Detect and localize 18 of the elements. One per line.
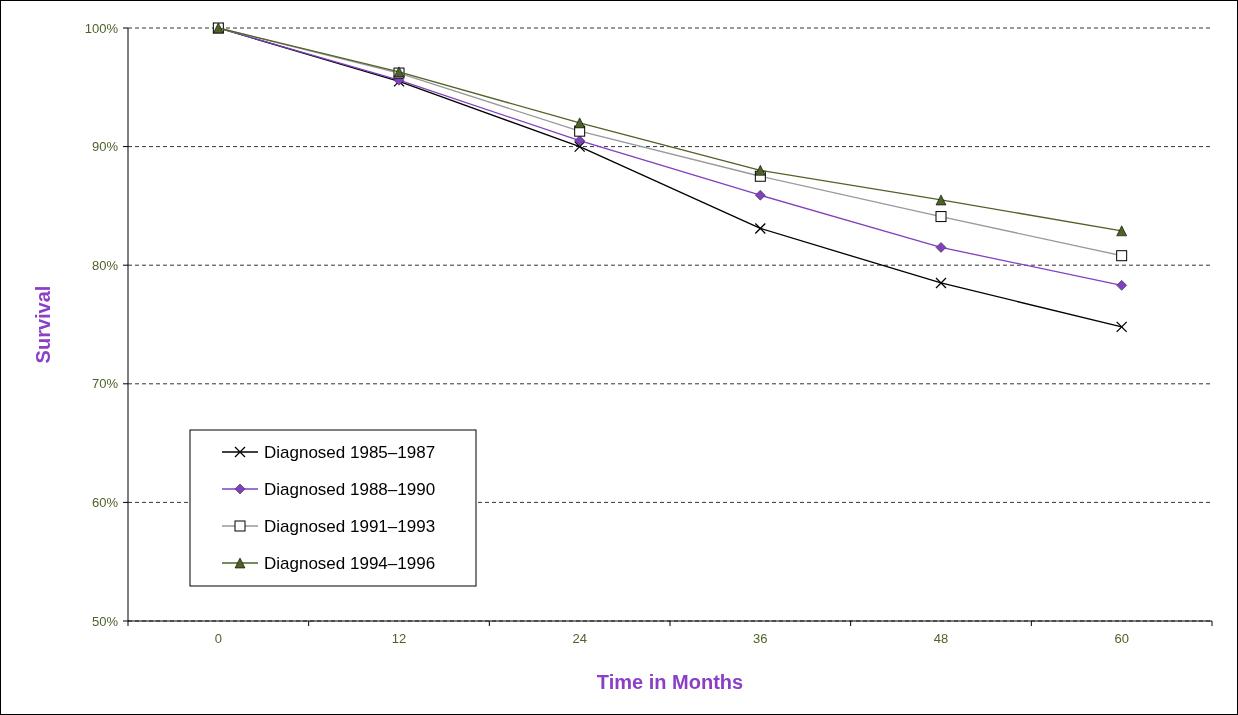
legend-label: Diagnosed 1994–1996: [264, 553, 436, 573]
x-tick-label: 48: [933, 631, 949, 646]
x-tick-label: 60: [1114, 631, 1129, 646]
x-axis-title: Time in Months: [596, 671, 744, 693]
x-tick-label: 0: [214, 631, 222, 646]
x-tick-label: 24: [572, 631, 587, 646]
y-axis-title: Survival: [32, 285, 54, 364]
legend-label: Diagnosed 1985–1987: [264, 442, 436, 462]
y-tick-label: 90%: [91, 139, 119, 155]
y-tick-label: 100%: [84, 20, 119, 36]
y-tick-label: 70%: [91, 376, 119, 392]
legend-label: Diagnosed 1988–1990: [264, 479, 436, 499]
legend-label: Diagnosed 1991–1993: [264, 516, 436, 536]
x-tick-label: 36: [753, 631, 768, 646]
x-tick-label: 12: [391, 631, 407, 646]
y-tick-label: 80%: [91, 257, 119, 273]
y-tick-label: 60%: [91, 494, 119, 510]
y-tick-label: 50%: [91, 613, 119, 629]
